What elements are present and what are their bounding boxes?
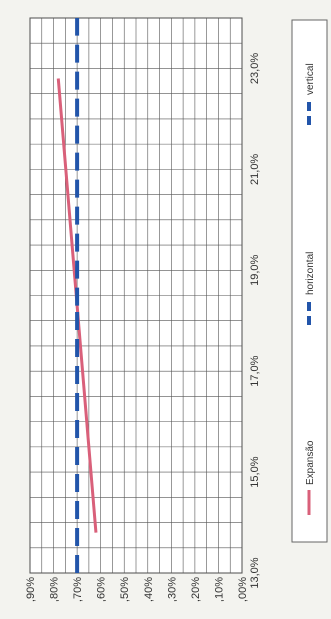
x-tick-label: 23,0% — [249, 53, 261, 84]
legend: Expansão horizontal vertical — [305, 63, 316, 515]
y-tick-labels: ,00% ,10% ,20% ,30% ,40% ,50% ,60% ,70% ,80% ,90% — [25, 577, 249, 602]
grid — [29, 17, 243, 574]
x-tick-label: 15,0% — [249, 456, 261, 487]
legend-label-2: vertical — [305, 63, 316, 95]
x-tick-labels: 13,0% 15,0% 17,0% 19,0% 21,0% 23,0% — [249, 53, 261, 589]
legend-label-0: Expansão — [305, 440, 316, 485]
y-tick-label: ,80% — [49, 577, 61, 602]
y-tick-label: ,70% — [72, 577, 84, 602]
x-tick-label: 19,0% — [249, 254, 261, 285]
series-group — [56, 18, 98, 573]
y-tick-label: ,00% — [237, 577, 249, 602]
x-tick-label: 13,0% — [249, 557, 261, 588]
y-tick-label: ,60% — [96, 577, 108, 602]
y-tick-label: ,40% — [143, 577, 155, 602]
legend-label-1: horizontal — [305, 252, 316, 295]
x-tick-label: 17,0% — [249, 355, 261, 386]
y-tick-label: ,90% — [25, 577, 37, 602]
y-tick-label: ,50% — [119, 577, 131, 602]
y-tick-label: ,20% — [190, 577, 202, 602]
x-tick-label: 21,0% — [249, 154, 261, 185]
y-tick-label: ,30% — [166, 577, 178, 602]
y-tick-label: ,10% — [213, 577, 225, 602]
